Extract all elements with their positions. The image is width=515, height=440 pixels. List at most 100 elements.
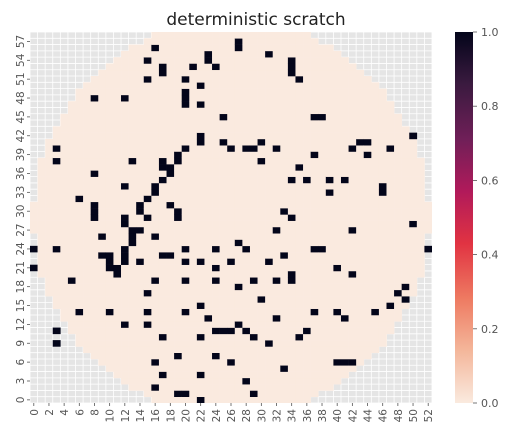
cell-value-0 <box>158 314 167 322</box>
cell-value-0 <box>196 50 205 58</box>
cell-value-0 <box>394 214 402 221</box>
cell-value-0 <box>158 258 167 265</box>
cell-value-0 <box>257 76 266 83</box>
cell-value-0 <box>90 120 99 127</box>
cell-value-1 <box>249 145 258 152</box>
cell-value-1 <box>158 333 167 341</box>
cell-value-0 <box>303 69 311 77</box>
cell-value-0 <box>280 226 289 234</box>
cell-value-0 <box>113 126 122 133</box>
cell-value-0 <box>227 283 236 291</box>
cell-value-0 <box>75 233 84 240</box>
cell-value-0 <box>356 88 365 96</box>
cell-value-0 <box>90 101 99 108</box>
cell-value-0 <box>181 384 190 391</box>
cell-value-1 <box>98 252 107 259</box>
cell-value-0 <box>356 258 365 265</box>
cell-value-0 <box>166 239 175 247</box>
cell-value-0 <box>356 346 365 353</box>
cell-value-0 <box>363 333 372 341</box>
cell-value-1 <box>121 321 129 328</box>
cell-value-0 <box>257 390 266 398</box>
cell-value-0 <box>325 182 334 190</box>
cell-value-0 <box>303 132 311 140</box>
cell-value-0 <box>105 151 114 159</box>
cell-value-0 <box>166 377 175 385</box>
cell-value-0 <box>67 113 76 121</box>
cell-value-0 <box>318 239 327 247</box>
cell-value-1 <box>204 314 213 322</box>
cell-value-0 <box>416 264 425 272</box>
cell-value-0 <box>113 365 122 372</box>
cell-value-0 <box>303 151 311 159</box>
cell-value-0 <box>189 390 198 398</box>
cell-value-0 <box>189 126 198 133</box>
cell-value-0 <box>242 233 251 240</box>
cell-value-0 <box>371 208 380 215</box>
cell-value-0 <box>340 365 349 372</box>
cell-value-0 <box>181 327 190 335</box>
cell-value-0 <box>113 289 122 297</box>
cell-value-0 <box>394 138 402 146</box>
cell-value-0 <box>136 126 145 133</box>
cell-value-0 <box>363 176 372 184</box>
cell-value-0 <box>113 189 122 196</box>
cell-value-0 <box>128 201 137 209</box>
cell-value-1 <box>196 132 205 140</box>
cell-value-0 <box>204 296 213 303</box>
cell-value-0 <box>409 201 418 209</box>
cell-value-0 <box>272 101 281 108</box>
cell-value-0 <box>295 226 304 234</box>
cell-value-0 <box>287 283 296 291</box>
y-tick-label: 30 <box>15 205 27 218</box>
cell-value-0 <box>219 94 228 102</box>
cell-value-0 <box>325 57 334 64</box>
cell-value-0 <box>151 264 160 272</box>
cell-value-0 <box>67 120 76 127</box>
cell-value-0 <box>83 226 91 234</box>
cell-value-0 <box>105 195 114 203</box>
cell-value-0 <box>318 120 327 127</box>
cell-value-0 <box>121 195 129 203</box>
cell-value-0 <box>75 220 84 228</box>
cell-value-0 <box>394 176 402 184</box>
cell-value-0 <box>310 157 319 165</box>
cell-value-0 <box>204 32 213 39</box>
cell-value-0 <box>394 252 402 259</box>
cell-value-0 <box>212 220 220 228</box>
cell-value-0 <box>196 327 205 335</box>
cell-value-0 <box>60 308 69 316</box>
cell-value-0 <box>249 314 258 322</box>
cell-value-0 <box>212 283 220 291</box>
cell-value-0 <box>371 157 380 165</box>
cell-value-0 <box>325 113 334 121</box>
cell-value-0 <box>303 377 311 385</box>
cell-value-0 <box>196 352 205 360</box>
cell-value-0 <box>371 239 380 247</box>
cell-value-0 <box>318 157 327 165</box>
cell-value-0 <box>249 113 258 121</box>
cell-value-0 <box>98 170 107 177</box>
cell-value-0 <box>378 126 387 133</box>
cell-value-0 <box>30 226 38 234</box>
cell-value-0 <box>401 289 410 297</box>
cell-value-0 <box>325 239 334 247</box>
cell-value-0 <box>394 201 402 209</box>
cell-value-0 <box>280 157 289 165</box>
cell-value-0 <box>340 76 349 83</box>
cell-value-1 <box>90 201 99 209</box>
cell-value-0 <box>318 208 327 215</box>
cell-value-0 <box>287 195 296 203</box>
cell-value-0 <box>295 277 304 284</box>
cell-value-0 <box>318 377 327 385</box>
cell-value-0 <box>189 346 198 353</box>
cell-value-0 <box>90 277 99 284</box>
cell-value-0 <box>174 182 182 190</box>
cell-value-0 <box>30 201 38 209</box>
cell-value-0 <box>121 283 129 291</box>
cell-value-0 <box>265 289 274 297</box>
cell-value-0 <box>249 296 258 303</box>
cell-value-0 <box>166 76 175 83</box>
cell-value-0 <box>242 138 251 146</box>
cell-value-0 <box>325 120 334 127</box>
